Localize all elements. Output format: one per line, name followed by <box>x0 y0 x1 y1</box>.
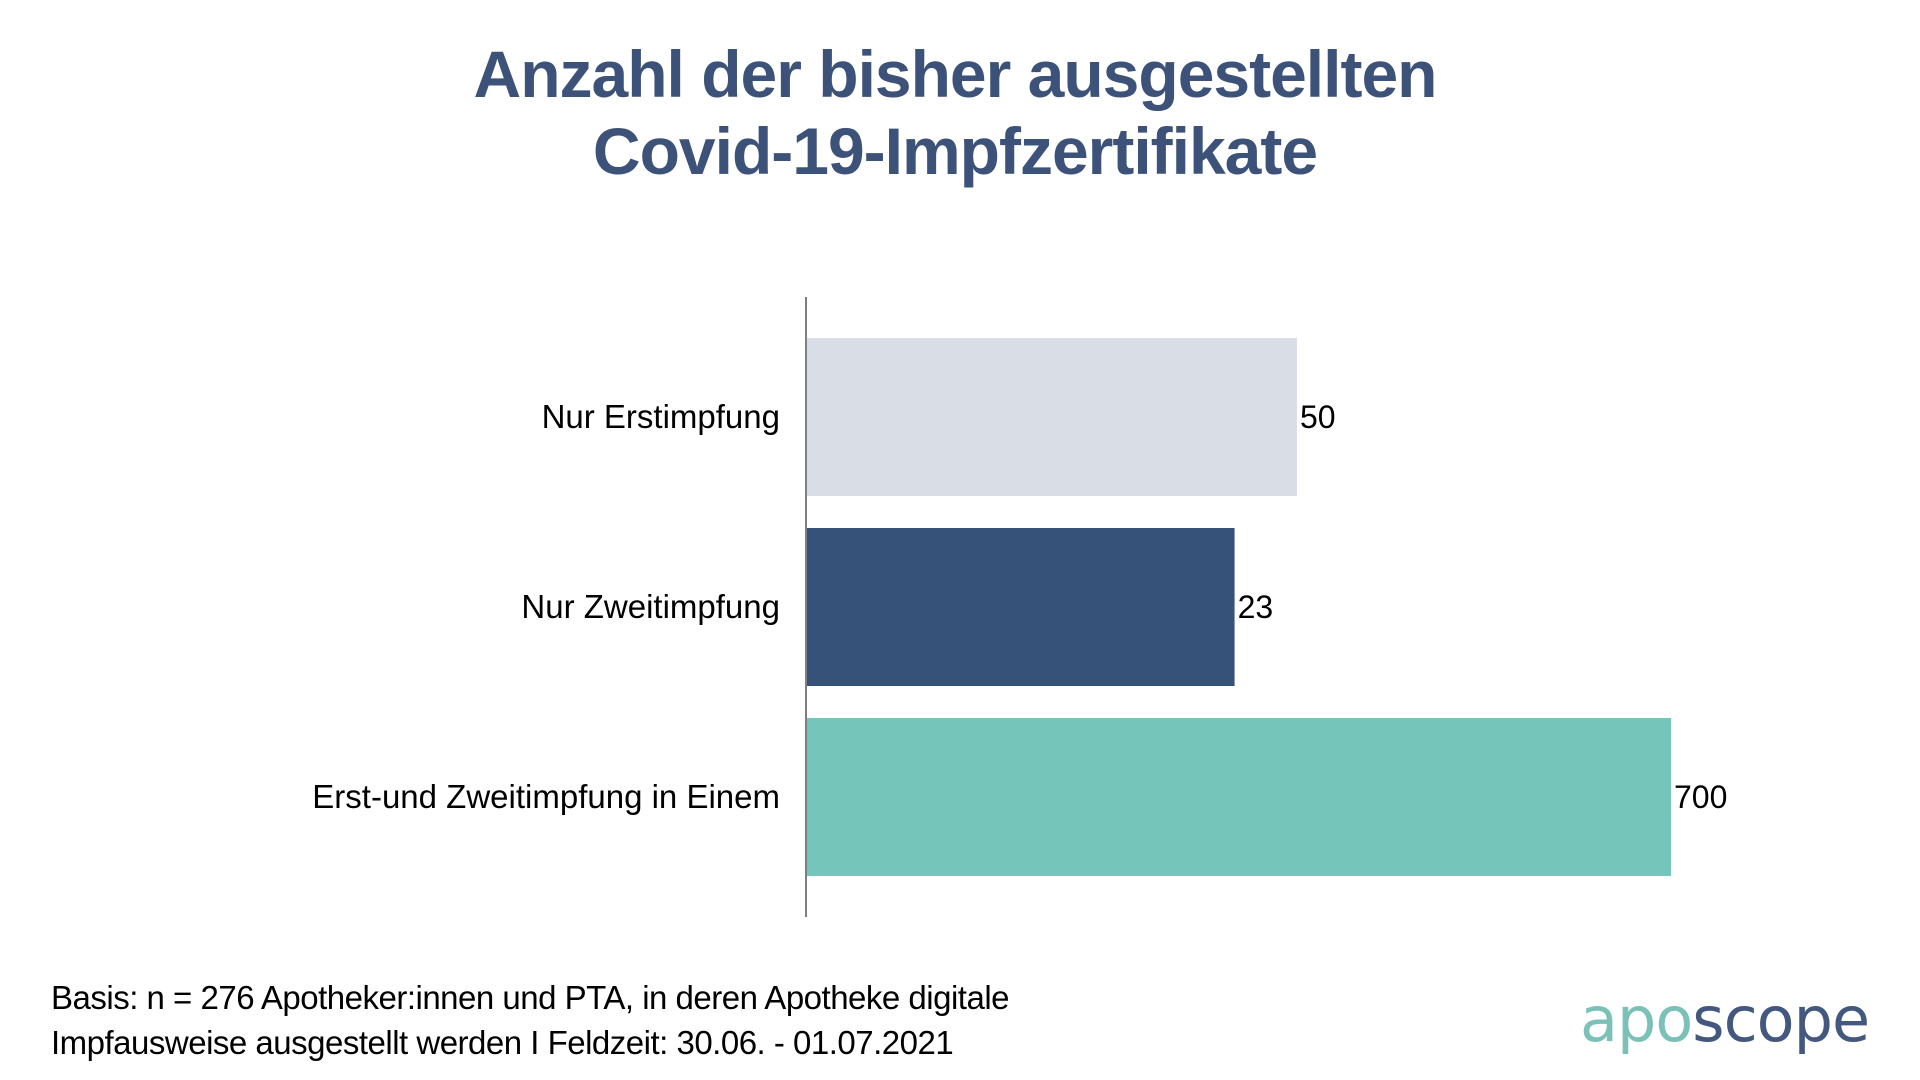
category-label-3: Erst-und Zweitimpfung in Einem <box>312 778 780 815</box>
chart-title-line-2: Covid-19-Impfzertifikate <box>592 114 1318 188</box>
footer-note: Basis: n = 276 Apotheker:innen und PTA, … <box>51 975 1010 1065</box>
aposcope-logo: aposcope <box>1580 983 1870 1056</box>
logo-part-apo: apo <box>1580 983 1693 1056</box>
category-label-1: Nur Erstimpfung <box>542 398 780 435</box>
bar-3 <box>807 718 1671 876</box>
logo-part-scope: scope <box>1692 983 1870 1056</box>
value-label-3: 700 <box>1674 779 1727 815</box>
bars-group: Nur Erstimpfung 50 Nur Zweitimpfung 23 Erst-… <box>312 338 1727 876</box>
value-label-1: 50 <box>1300 399 1336 435</box>
footer-line-1: Basis: n = 276 Apotheker:innen und PTA, … <box>51 979 1010 1016</box>
category-label-2: Nur Zweitimpfung <box>521 588 780 625</box>
footer-line-2: Impfausweise ausgestellt werden I Feldze… <box>51 1024 954 1061</box>
bar-1 <box>807 338 1297 496</box>
chart-title-line-1: Anzahl der bisher ausgestellten <box>473 37 1438 111</box>
value-label-2: 23 <box>1238 589 1274 625</box>
chart-title: Anzahl der bisher ausgestellten Covid-19… <box>0 36 1910 190</box>
bar-2 <box>807 528 1235 686</box>
